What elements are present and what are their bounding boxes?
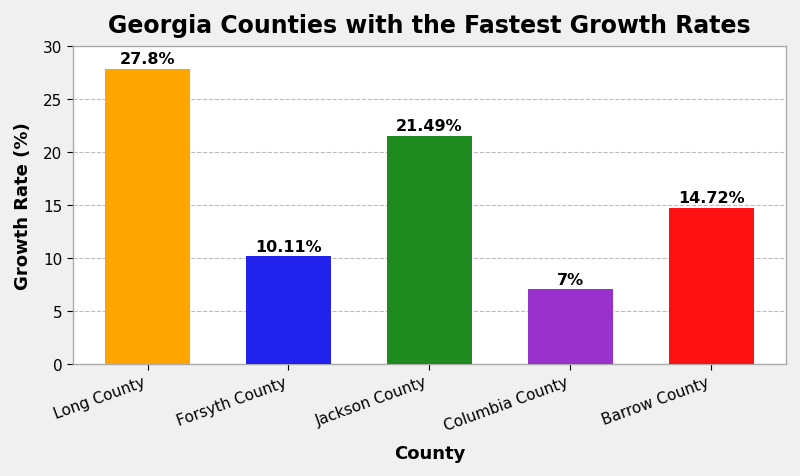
Text: 7%: 7% bbox=[557, 272, 584, 287]
Bar bbox=[387, 137, 472, 364]
Bar bbox=[106, 70, 190, 364]
Text: 10.11%: 10.11% bbox=[255, 239, 322, 254]
Text: 14.72%: 14.72% bbox=[678, 190, 745, 206]
Text: 27.8%: 27.8% bbox=[120, 52, 175, 67]
Bar bbox=[528, 290, 613, 364]
Y-axis label: Growth Rate (%): Growth Rate (%) bbox=[14, 121, 32, 289]
Bar bbox=[669, 208, 754, 364]
Text: 21.49%: 21.49% bbox=[396, 119, 462, 134]
X-axis label: County: County bbox=[394, 444, 465, 462]
Title: Georgia Counties with the Fastest Growth Rates: Georgia Counties with the Fastest Growth… bbox=[108, 14, 750, 38]
Bar bbox=[246, 257, 330, 364]
